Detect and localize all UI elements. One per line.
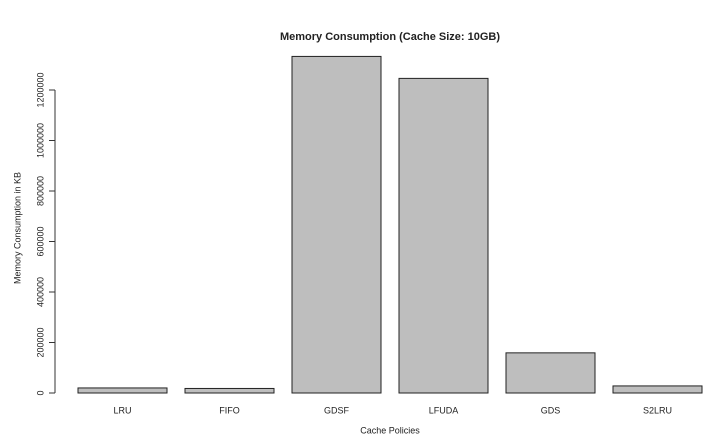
- y-tick-label: 0: [35, 390, 45, 395]
- y-tick-label: 1000000: [35, 123, 45, 158]
- y-tick-label: 200000: [35, 327, 45, 357]
- x-tick-label: LRU: [113, 405, 131, 415]
- bar: [291, 55, 382, 394]
- y-tick-label: 1200000: [35, 72, 45, 107]
- bar: [184, 387, 275, 394]
- x-tick-label: GDS: [541, 405, 561, 415]
- y-tick-label: 600000: [35, 226, 45, 256]
- bar: [398, 77, 489, 394]
- y-tick-label: 800000: [35, 176, 45, 206]
- bar: [505, 352, 596, 394]
- chart-title: Memory Consumption (Cache Size: 10GB): [280, 31, 500, 43]
- x-axis-title: Cache Policies: [360, 425, 420, 435]
- y-axis-title: Memory Consumption in KB: [12, 172, 22, 284]
- x-tick-label: GDSF: [324, 405, 350, 415]
- x-tick-label: LFUDA: [429, 405, 459, 415]
- x-tick-label: FIFO: [219, 405, 240, 415]
- bar: [612, 385, 703, 394]
- x-tick-label: S2LRU: [643, 405, 672, 415]
- y-tick-label: 400000: [35, 277, 45, 307]
- bar: [77, 387, 168, 394]
